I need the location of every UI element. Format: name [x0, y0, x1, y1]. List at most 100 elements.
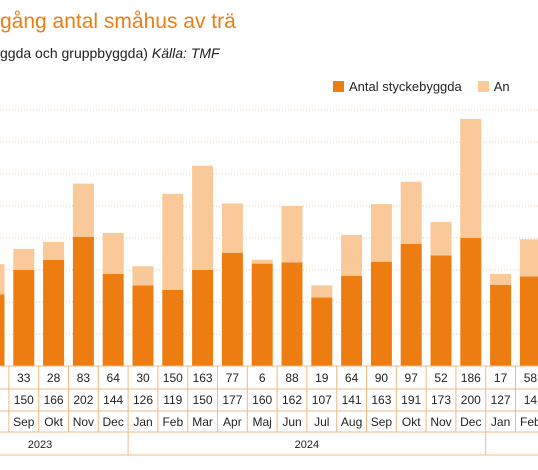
bar-segment-styckebyggda — [13, 270, 35, 366]
value-label-bottom: 14 — [524, 393, 538, 407]
x-tick-label: Feb — [520, 415, 538, 429]
value-label-bottom: 191 — [401, 393, 421, 407]
x-tick-label: Nov — [430, 415, 451, 429]
value-label-bottom: 202 — [73, 393, 93, 407]
value-label-top: 30 — [136, 371, 150, 385]
bar-segment-styckebyggda — [519, 276, 538, 366]
value-label-top: 58 — [524, 371, 538, 385]
value-label-top: 90 — [375, 371, 389, 385]
bar-segment-styckebyggda — [192, 270, 214, 366]
bar-segment-styckebyggda — [102, 273, 124, 366]
bar-segment-styckebyggda — [370, 261, 392, 366]
bar-segment-styckebyggda — [430, 255, 452, 366]
value-label-bottom: 166 — [44, 393, 64, 407]
bar-segment-styckebyggda — [490, 284, 512, 366]
value-label-top: 186 — [461, 371, 481, 385]
x-tick-label: Jan — [133, 415, 152, 429]
bar-segment-gruppbyggda — [311, 285, 333, 298]
x-tick-label: Maj — [253, 415, 272, 429]
value-label-top: 150 — [163, 371, 183, 385]
legend-swatch-gruppbyggda — [477, 81, 489, 92]
bar-segment-gruppbyggda — [72, 183, 94, 237]
value-label-bottom: 126 — [133, 393, 153, 407]
value-label-top: 33 — [17, 371, 31, 385]
bar-segment-styckebyggda — [72, 236, 94, 366]
bar-segment-gruppbyggda — [192, 165, 214, 270]
chart-subtitle-text: ggda och gruppbyggda) — [0, 45, 148, 61]
bar-segment-styckebyggda — [0, 294, 5, 366]
value-label-bottom: 163 — [371, 393, 391, 407]
value-label-bottom: 144 — [103, 393, 123, 407]
x-tick-label: Dec — [103, 415, 124, 429]
x-tick-label: Dec — [460, 415, 481, 429]
value-label-bottom: 150 — [14, 393, 34, 407]
x-tick-label: Jul — [314, 415, 329, 429]
bar-segment-gruppbyggda — [281, 206, 303, 263]
legend-item-gruppbyggda: An — [477, 79, 510, 94]
bar-segment-gruppbyggda — [490, 273, 512, 285]
value-label-bottom: 141 — [342, 393, 362, 407]
bar-segment-styckebyggda — [132, 285, 154, 366]
value-label-top: 77 — [226, 371, 240, 385]
bar-segment-gruppbyggda — [400, 181, 422, 244]
x-tick-label: Jan — [491, 415, 510, 429]
bar-segment-gruppbyggda — [102, 232, 124, 274]
bar-segment-gruppbyggda — [370, 204, 392, 262]
x-tick-label: Apr — [223, 415, 242, 429]
year-label: 2023 — [28, 439, 52, 451]
value-label-bottom: 177 — [222, 393, 242, 407]
value-label-top: 17 — [494, 371, 508, 385]
bar-segment-gruppbyggda — [430, 222, 452, 256]
x-tick-label: Okt — [44, 415, 63, 429]
chart-title-text: gång antal småhus av trä — [0, 10, 236, 33]
value-label-bottom: 200 — [461, 393, 481, 407]
x-tick-label: Aug — [341, 415, 362, 429]
year-label: 2024 — [295, 439, 319, 451]
bar-segment-gruppbyggda — [13, 248, 35, 270]
value-label-top: 64 — [345, 371, 359, 385]
legend-label-gruppbyggda: An — [493, 79, 510, 94]
value-label-bottom: 150 — [193, 393, 213, 407]
value-label-top: 88 — [285, 371, 299, 385]
bar-segment-gruppbyggda — [43, 241, 65, 260]
bar-segment-styckebyggda — [43, 259, 65, 366]
value-label-bottom: 160 — [252, 393, 272, 407]
bar-segment-gruppbyggda — [132, 266, 154, 286]
bar-segment-gruppbyggda — [162, 193, 184, 290]
value-label-top: 6 — [259, 371, 266, 385]
value-label-bottom: 127 — [491, 393, 511, 407]
legend-item-styckebyggda: Antal styckebyggda — [333, 79, 462, 94]
x-tick-label: Feb — [162, 415, 183, 429]
bar-segment-styckebyggda — [162, 289, 184, 366]
x-tick-label: Sep — [13, 415, 35, 429]
legend-swatch-styckebyggda — [333, 81, 344, 92]
bar-segment-gruppbyggda — [519, 239, 538, 277]
chart-source: Källa: TMF — [151, 45, 220, 61]
bar-segment-styckebyggda — [281, 262, 303, 366]
value-label-top: 28 — [47, 371, 61, 385]
bar-segment-styckebyggda — [400, 243, 422, 366]
value-label-bottom: 162 — [282, 393, 302, 407]
value-label-top: 97 — [405, 371, 419, 385]
x-tick-label: Jun — [282, 415, 301, 429]
bar-segment-styckebyggda — [311, 297, 333, 366]
bar-segment-gruppbyggda — [251, 259, 273, 264]
bar-segment-gruppbyggda — [460, 118, 482, 238]
chart-title: gång antal småhus av trä — [0, 10, 236, 34]
bar-segment-styckebyggda — [251, 263, 273, 366]
x-tick-label: Okt — [402, 415, 421, 429]
value-label-top: 52 — [434, 371, 448, 385]
bar-segment-styckebyggda — [221, 252, 243, 366]
legend: Antal styckebyggda An — [333, 79, 526, 94]
bar-segment-styckebyggda — [460, 238, 482, 366]
x-tick-label: Nov — [73, 415, 94, 429]
bar-segment-gruppbyggda — [341, 234, 363, 276]
value-label-top: 83 — [77, 371, 91, 385]
value-label-top: 163 — [193, 371, 213, 385]
value-label-bottom: 119 — [163, 393, 182, 407]
value-label-top: 19 — [315, 371, 329, 385]
value-label-top: 64 — [107, 371, 121, 385]
x-tick-label: Mar — [192, 415, 213, 429]
value-label-bottom: 173 — [431, 393, 451, 407]
